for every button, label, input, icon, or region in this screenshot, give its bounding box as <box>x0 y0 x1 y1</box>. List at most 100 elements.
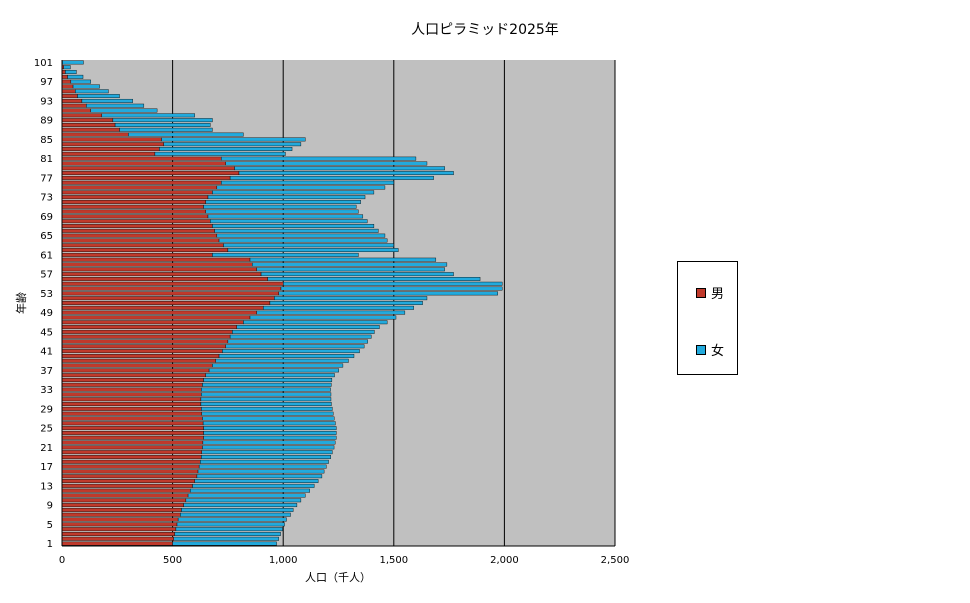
bar-male-age-18 <box>61 459 201 464</box>
bar-female-age-41 <box>222 349 360 354</box>
bar-female-age-97 <box>70 79 91 84</box>
bar-male-age-32 <box>61 392 202 397</box>
bar-male-age-66 <box>61 228 215 233</box>
bar-female-age-67 <box>212 224 375 228</box>
bar-male-age-4 <box>61 527 177 532</box>
bar-male-age-98 <box>61 74 68 79</box>
bar-female-age-17 <box>198 464 327 469</box>
bar-female-age-40 <box>218 353 355 358</box>
bar-female-age-1 <box>172 541 277 546</box>
bar-female-age-38 <box>212 363 344 368</box>
bar-male-age-21 <box>61 445 203 450</box>
bar-male-age-83 <box>61 147 160 151</box>
bar-female-age-15 <box>196 474 323 479</box>
bar-female-age-72 <box>205 200 361 204</box>
bar-female-age-76 <box>221 180 394 185</box>
bar-female-age-77 <box>229 175 434 180</box>
bar-female-age-10 <box>185 498 302 503</box>
bar-male-age-8 <box>61 507 182 512</box>
bar-male-age-44 <box>61 334 231 339</box>
bar-male-age-38 <box>61 363 213 368</box>
bar-male-age-30 <box>61 402 202 406</box>
bar-female-age-70 <box>205 209 359 214</box>
bar-female-age-16 <box>197 469 325 474</box>
y-tick-label: 25 <box>40 424 53 435</box>
bar-female-age-60 <box>249 257 437 262</box>
legend-label-female: 女 <box>711 344 725 359</box>
bar-male-age-15 <box>61 474 198 479</box>
bar-male-age-24 <box>61 430 204 435</box>
bar-male-age-20 <box>61 450 202 455</box>
bar-female-age-56 <box>267 277 481 281</box>
bar-male-age-81 <box>61 156 222 161</box>
y-tick-label: 101 <box>34 58 53 69</box>
bar-male-age-73 <box>61 195 209 200</box>
bar-male-age-1 <box>61 541 173 546</box>
bar-male-age-7 <box>61 512 181 517</box>
bar-female-age-4 <box>175 527 283 532</box>
x-tick-label: 2,000 <box>490 555 519 566</box>
y-tick-label: 65 <box>40 231 53 242</box>
bar-female-age-23 <box>203 435 337 440</box>
bar-female-age-62 <box>227 248 399 253</box>
bar-female-age-71 <box>203 204 357 209</box>
y-tick-label: 85 <box>40 135 53 146</box>
y-tick-label: 69 <box>40 212 53 223</box>
bar-male-age-28 <box>61 411 202 416</box>
bar-female-age-42 <box>225 344 365 349</box>
bar-male-age-52 <box>61 296 275 301</box>
y-tick-label: 97 <box>40 77 53 88</box>
bar-female-age-74 <box>212 190 375 195</box>
bar-male-age-53 <box>61 291 279 296</box>
bar-male-age-56 <box>61 277 268 281</box>
bar-female-age-66 <box>214 228 379 233</box>
bar-female-age-57 <box>260 272 454 277</box>
bar-male-age-94 <box>61 94 78 99</box>
bar-female-age-84 <box>163 142 302 147</box>
bar-female-age-49 <box>256 310 406 315</box>
y-tick-label: 17 <box>40 462 53 473</box>
bar-male-age-84 <box>61 142 164 147</box>
bar-male-age-27 <box>61 416 203 421</box>
bar-female-age-92 <box>86 103 145 108</box>
bar-female-age-27 <box>202 416 335 421</box>
y-tick-label: 77 <box>40 173 53 184</box>
bar-female-age-78 <box>238 171 454 176</box>
y-tick-label: 1 <box>47 539 53 550</box>
bar-male-age-79 <box>61 166 235 171</box>
bar-female-age-5 <box>176 522 285 527</box>
bar-male-age-10 <box>61 498 187 503</box>
y-tick-label: 89 <box>40 116 53 127</box>
y-tick-label: 13 <box>40 481 53 492</box>
y-tick-label: 61 <box>40 250 53 261</box>
y-tick-label: 5 <box>47 520 53 531</box>
bar-male-age-34 <box>61 382 203 387</box>
legend-item-female: 女 <box>696 340 724 359</box>
bar-female-age-35 <box>203 378 333 382</box>
bar-male-age-74 <box>61 190 213 195</box>
bar-female-age-93 <box>81 98 133 103</box>
bar-male-age-86 <box>61 132 129 137</box>
bars <box>61 60 503 546</box>
bar-male-age-88 <box>61 123 116 127</box>
legend-swatch-male <box>696 287 706 298</box>
bar-female-age-65 <box>216 233 386 238</box>
bar-male-age-6 <box>61 517 179 522</box>
bar-female-age-6 <box>177 517 287 522</box>
bar-female-age-3 <box>174 532 281 536</box>
bar-female-age-46 <box>236 325 380 329</box>
bar-male-age-96 <box>61 84 74 89</box>
y-tick-label: 49 <box>40 308 53 319</box>
bar-male-age-91 <box>61 108 91 113</box>
bar-female-age-82 <box>154 151 286 156</box>
bar-female-age-54 <box>280 286 503 291</box>
legend-item-male: 男 <box>696 283 724 302</box>
bar-male-age-29 <box>61 406 202 411</box>
bar-male-age-5 <box>61 522 178 527</box>
bar-female-age-52 <box>274 296 428 301</box>
bar-female-age-73 <box>207 195 366 200</box>
x-axis-label: 人口（千人） <box>305 571 371 584</box>
bar-female-age-20 <box>201 450 333 455</box>
bar-male-age-63 <box>61 243 224 248</box>
